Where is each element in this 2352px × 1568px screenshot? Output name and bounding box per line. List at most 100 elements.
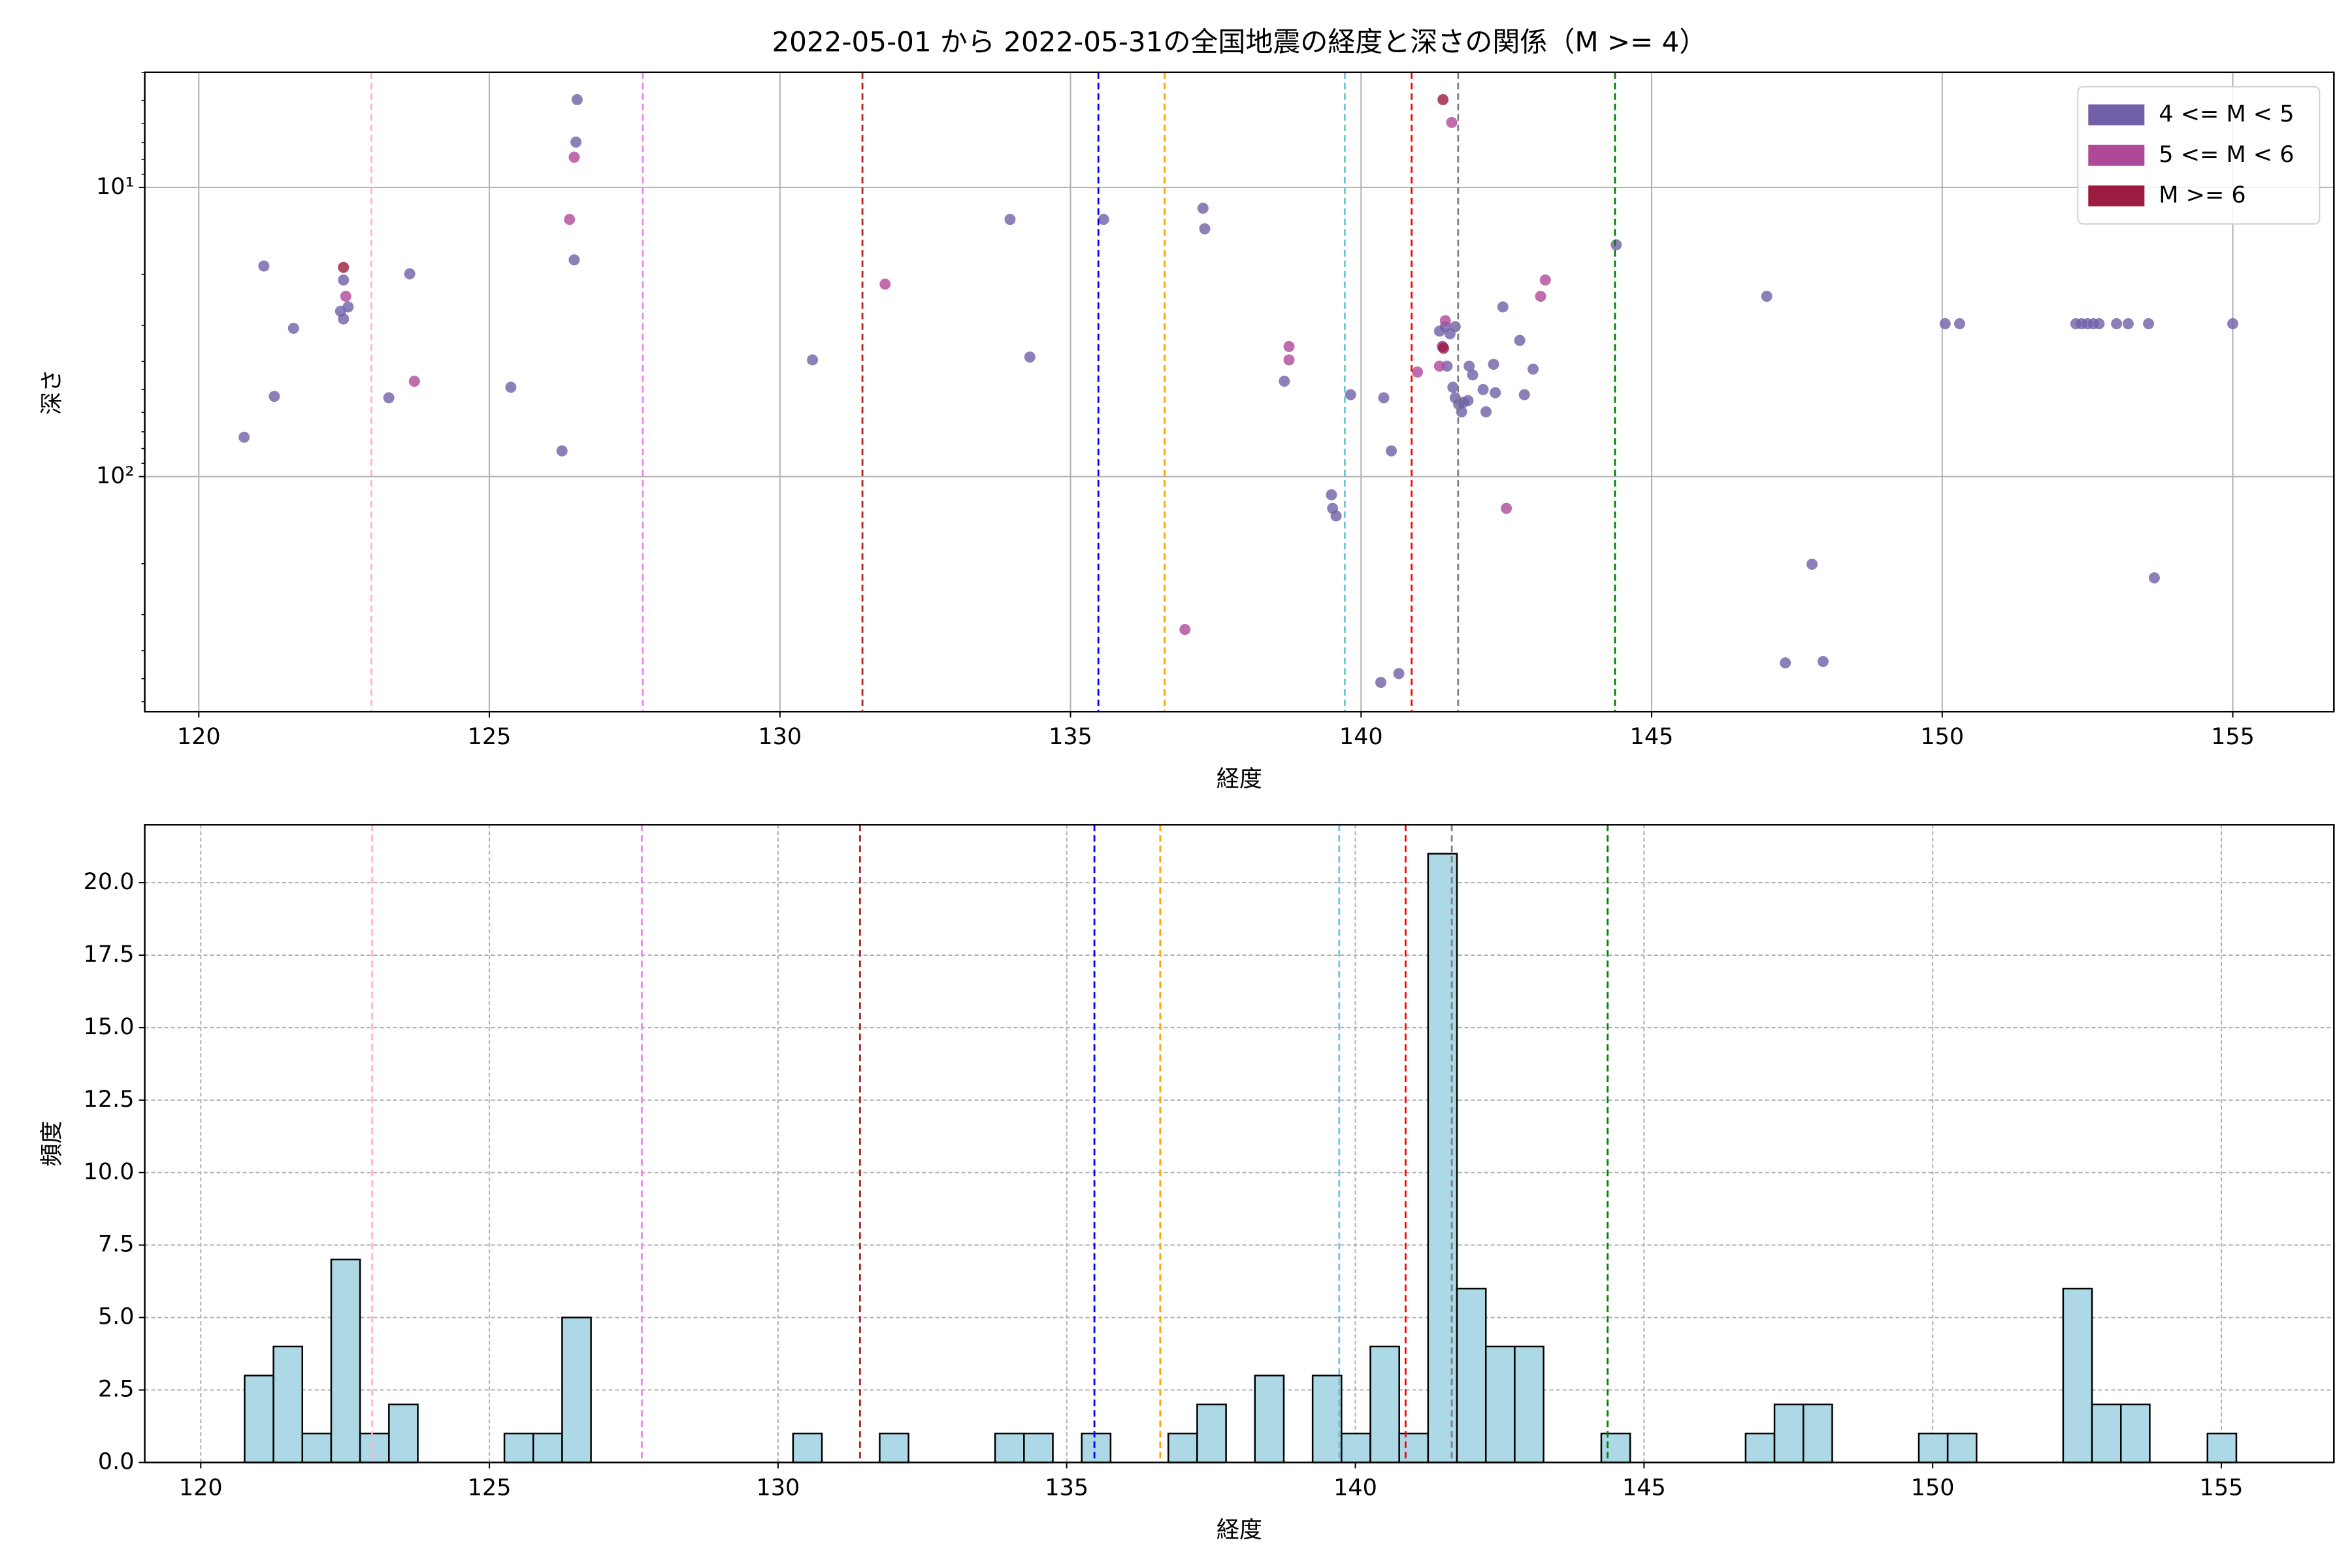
data-point (1480, 406, 1492, 417)
x-tick-label: 140 (1339, 724, 1383, 750)
histogram-bar (1456, 1287, 1487, 1463)
legend-label: 4 <= M < 5 (2159, 101, 2294, 127)
data-point (1535, 291, 1546, 302)
x-tick-label: 145 (1622, 1475, 1666, 1501)
data-point (1279, 376, 1290, 387)
y-tick-label: 2.5 (98, 1377, 135, 1403)
histogram-bar (244, 1375, 274, 1463)
data-point (1446, 116, 1458, 128)
data-point (1780, 657, 1791, 669)
data-point (1375, 676, 1387, 688)
data-point (1761, 291, 1772, 302)
data-point (1197, 203, 1209, 214)
axes-frame (144, 824, 2335, 1463)
x-tick-label: 140 (1333, 1475, 1377, 1501)
y-tick-label: 10¹ (96, 174, 135, 200)
data-point (568, 152, 580, 163)
histogram-bar (879, 1432, 909, 1463)
histogram-bar (2091, 1403, 2122, 1463)
data-point (1326, 489, 1337, 500)
histogram-bar (1369, 1345, 1400, 1463)
data-point (287, 322, 299, 334)
x-tick-label: 120 (177, 724, 221, 750)
data-point (1817, 655, 1829, 667)
data-point (408, 376, 420, 387)
histogram-bar (388, 1403, 419, 1463)
data-point (1098, 214, 1109, 225)
histogram-bar (1802, 1403, 1833, 1463)
x-axis-label: 経度 (1217, 766, 1262, 792)
histogram-bar (1254, 1375, 1285, 1463)
data-point (2122, 318, 2134, 329)
data-point (505, 382, 517, 393)
data-point (2143, 318, 2155, 329)
histogram-bar (359, 1432, 390, 1463)
data-point (1806, 559, 1818, 570)
data-point (338, 274, 350, 286)
x-tick-label: 125 (468, 1475, 512, 1501)
y-tick-label: 0.0 (98, 1448, 135, 1475)
data-point (1490, 387, 1501, 399)
legend-label: M >= 6 (2159, 182, 2246, 208)
data-point (1939, 318, 1951, 329)
data-point (1477, 384, 1489, 395)
y-tick-label: 15.0 (84, 1014, 135, 1040)
data-point (1386, 445, 1397, 457)
data-point (879, 278, 891, 290)
data-point (1462, 395, 1474, 406)
data-point (1449, 321, 1461, 333)
data-point (2227, 318, 2239, 329)
data-point (1330, 510, 1342, 522)
data-point (1447, 382, 1459, 393)
data-point (1437, 94, 1449, 106)
data-point (1438, 342, 1450, 354)
histogram-bar (1023, 1432, 1054, 1463)
histogram-bar (2119, 1403, 2151, 1463)
histogram-bar (272, 1345, 304, 1463)
histogram-bar (301, 1432, 333, 1463)
data-point (1527, 363, 1539, 375)
x-tick-label: 135 (1049, 724, 1092, 750)
data-point (1488, 359, 1499, 370)
histogram-bar (792, 1432, 823, 1463)
data-point (2148, 572, 2160, 583)
histogram-bar (1196, 1403, 1227, 1463)
data-point (1378, 392, 1390, 404)
data-point (1514, 335, 1526, 346)
data-point (1024, 351, 1036, 363)
x-axis-label: 経度 (1217, 1517, 1262, 1543)
data-point (1283, 340, 1295, 352)
data-point (404, 268, 416, 280)
histogram-bar (1311, 1375, 1343, 1463)
x-tick-label: 150 (1911, 1475, 1955, 1501)
data-point (1953, 318, 1965, 329)
x-tick-label: 155 (2211, 724, 2255, 750)
data-point (570, 137, 582, 148)
data-point (1199, 223, 1211, 235)
data-point (269, 391, 280, 402)
histogram-bar (994, 1432, 1025, 1463)
data-point (1393, 668, 1405, 679)
data-point (340, 291, 351, 302)
histogram-bar (2206, 1432, 2238, 1463)
y-tick-label: 5.0 (98, 1304, 135, 1330)
data-point (1179, 624, 1191, 636)
data-point (383, 392, 395, 404)
y-tick-label: 10.0 (84, 1159, 135, 1185)
x-tick-label: 150 (1920, 724, 1964, 750)
data-point (568, 254, 580, 266)
x-tick-label: 135 (1045, 1475, 1088, 1501)
data-point (1610, 239, 1622, 251)
x-tick-label: 125 (468, 724, 512, 750)
y-tick-label: 7.5 (98, 1232, 135, 1258)
data-point (571, 94, 583, 106)
data-point (1283, 354, 1295, 366)
data-point (1501, 502, 1512, 514)
y-tick-label: 10² (96, 463, 135, 489)
histogram-bar (561, 1316, 592, 1463)
histogram-bar (1341, 1432, 1371, 1463)
histogram-bar (1918, 1432, 1949, 1463)
chart-title: 2022-05-01 から 2022-05-31の全国地震の経度と深さの関係（M… (772, 25, 1707, 57)
data-point (258, 260, 270, 272)
